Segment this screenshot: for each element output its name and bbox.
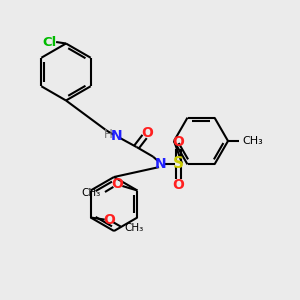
Text: N: N [155, 157, 166, 170]
Text: CH₃: CH₃ [81, 188, 101, 198]
Text: O: O [141, 127, 153, 140]
Text: CH₃: CH₃ [242, 136, 263, 146]
Text: CH₃: CH₃ [125, 223, 144, 233]
Text: O: O [111, 178, 123, 191]
Text: Cl: Cl [42, 35, 57, 49]
Text: H: H [103, 128, 112, 142]
Text: N: N [111, 130, 123, 143]
Text: O: O [172, 135, 184, 148]
Text: O: O [172, 178, 184, 192]
Text: S: S [173, 156, 184, 171]
Text: O: O [103, 214, 115, 227]
